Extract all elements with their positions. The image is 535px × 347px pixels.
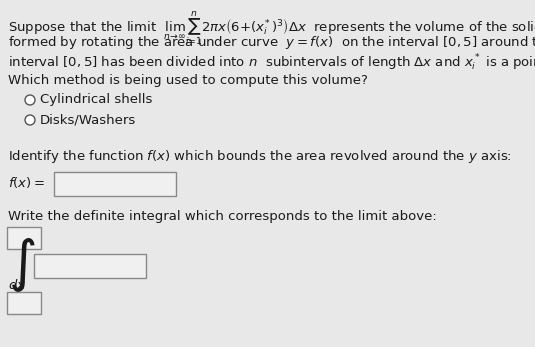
Text: interval $[0,5]$ has been divided into $n$  subintervals of length $\Delta x$ an: interval $[0,5]$ has been divided into $…	[8, 52, 535, 72]
Text: Cylindrical shells: Cylindrical shells	[40, 93, 152, 106]
Text: $dx$: $dx$	[8, 278, 26, 292]
FancyBboxPatch shape	[7, 227, 41, 249]
Text: Suppose that the limit  $\lim_{n\to\infty}\sum_{i=1}^{n}2\pi x\left(6+(x_i^*)^3\: Suppose that the limit $\lim_{n\to\infty…	[8, 10, 535, 48]
FancyBboxPatch shape	[34, 254, 146, 278]
Text: Write the definite integral which corresponds to the limit above:: Write the definite integral which corres…	[8, 210, 437, 223]
FancyBboxPatch shape	[7, 292, 41, 314]
Text: $f(x)=$: $f(x)=$	[8, 175, 45, 190]
Text: Which method is being used to compute this volume?: Which method is being used to compute th…	[8, 74, 368, 87]
Circle shape	[25, 115, 35, 125]
Text: Identify the function $f(x)$ which bounds the area revolved around the $y$ axis:: Identify the function $f(x)$ which bound…	[8, 148, 512, 165]
Text: $\int$: $\int$	[8, 236, 36, 294]
FancyBboxPatch shape	[54, 172, 176, 196]
Text: formed by rotating the area under curve  $y=f(x)$  on the interval $[0,5]$ aroun: formed by rotating the area under curve …	[8, 34, 535, 51]
Text: Disks/Washers: Disks/Washers	[40, 113, 136, 126]
Circle shape	[25, 95, 35, 105]
